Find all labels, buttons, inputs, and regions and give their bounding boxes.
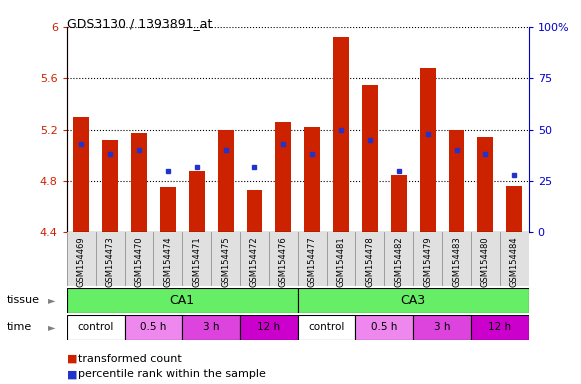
Text: time: time [7, 322, 32, 333]
Bar [298, 315, 356, 340]
Bar [356, 315, 413, 340]
Bar [218, 130, 234, 232]
Bar [246, 190, 263, 232]
Bar [189, 171, 205, 232]
Bar [131, 134, 147, 232]
Text: CA1: CA1 [170, 294, 195, 307]
Bar [240, 315, 298, 340]
Bar [124, 315, 182, 340]
Text: transformed count: transformed count [78, 354, 182, 364]
Text: ■: ■ [67, 369, 77, 379]
Bar [304, 127, 320, 232]
Bar [275, 122, 291, 232]
Text: 0.5 h: 0.5 h [371, 322, 397, 333]
Bar [419, 68, 436, 232]
Text: percentile rank within the sample: percentile rank within the sample [78, 369, 266, 379]
Bar [333, 37, 349, 232]
Bar [362, 84, 378, 232]
Text: 3 h: 3 h [434, 322, 450, 333]
Bar [182, 315, 240, 340]
Bar [391, 175, 407, 232]
Text: GDS3130 / 1393891_at: GDS3130 / 1393891_at [67, 17, 212, 30]
Bar [478, 137, 493, 232]
Text: ►: ► [48, 295, 56, 306]
Bar [506, 186, 522, 232]
Bar [298, 288, 529, 313]
Text: 0.5 h: 0.5 h [140, 322, 167, 333]
Text: control: control [77, 322, 114, 333]
Text: 12 h: 12 h [488, 322, 511, 333]
Bar [449, 130, 464, 232]
Text: control: control [309, 322, 345, 333]
Text: 3 h: 3 h [203, 322, 220, 333]
Text: 12 h: 12 h [257, 322, 281, 333]
Bar [471, 315, 529, 340]
Text: CA3: CA3 [401, 294, 426, 307]
Text: ►: ► [48, 322, 56, 333]
Bar [67, 288, 298, 313]
Bar [73, 117, 89, 232]
Text: ■: ■ [67, 354, 77, 364]
Text: tissue: tissue [7, 295, 40, 306]
Bar [160, 187, 176, 232]
Bar [413, 315, 471, 340]
Bar [67, 315, 124, 340]
Bar [102, 140, 118, 232]
